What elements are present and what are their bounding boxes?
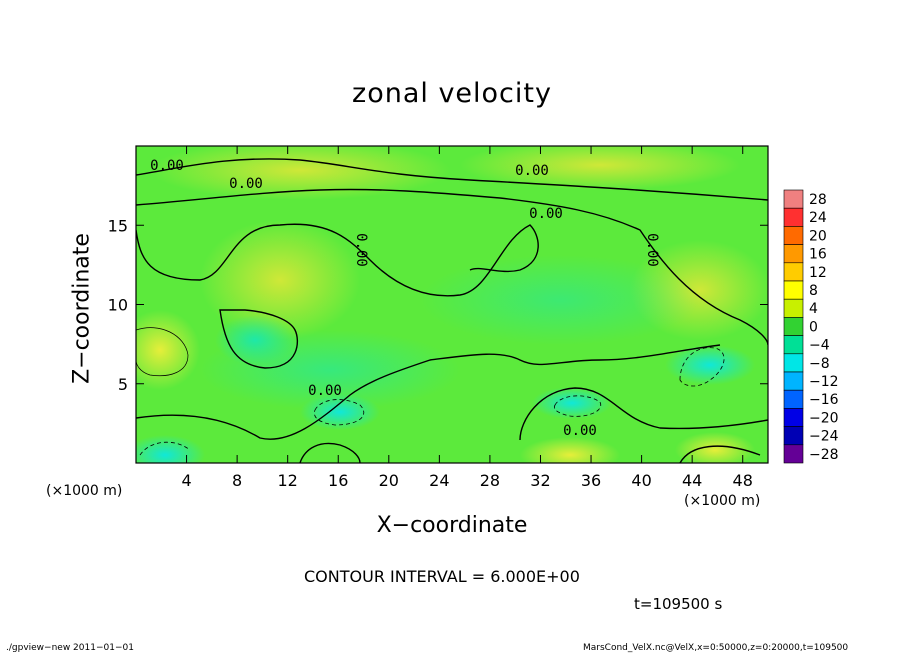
velocity-field: [136, 146, 768, 463]
contour-label: 0.00: [150, 158, 184, 174]
contour-label: 0.00: [644, 233, 660, 267]
x-tick-label: 8: [232, 471, 242, 490]
x-tick-label: 44: [682, 471, 702, 490]
x-tick-label: 24: [429, 471, 449, 490]
x-tick-label: 48: [733, 471, 753, 490]
colorbar-swatch: [783, 444, 804, 464]
contour-lines: [136, 158, 768, 463]
colorbar: 28 24 20 16 12 8 4 0 −4 −8 −12 −16 −20 −24 −28: [783, 189, 839, 464]
colorbar-swatch: [783, 426, 804, 446]
colorbar-label: 20: [809, 228, 827, 244]
contour-label: 0.00: [529, 206, 563, 222]
colorbar-label: 24: [809, 210, 827, 226]
footer-source: MarsCond_VelX.nc@VelX,x=0:50000,z=0:2000…: [583, 643, 849, 653]
x-tick-label: 28: [480, 471, 500, 490]
y-tick-label: 10: [108, 296, 128, 315]
colorbar-label: −24: [809, 429, 839, 445]
colorbar-label: −8: [809, 356, 830, 372]
x-axis-label: X−coordinate: [376, 513, 528, 538]
negative-contours: [139, 347, 725, 456]
colorbar-swatch: [783, 189, 804, 209]
footer-program: ./gpview−new 2011−01−01: [6, 643, 134, 653]
contour-label: 0.00: [353, 233, 369, 267]
colorbar-label: 4: [809, 301, 818, 317]
colorbar-label: 28: [809, 192, 827, 208]
colorbar-swatch: [783, 317, 804, 336]
contour-label: 0.00: [563, 423, 597, 439]
colorbar-swatch: [783, 408, 804, 427]
colorbar-swatch: [783, 389, 804, 409]
y-axis-label: Z−coordinate: [69, 233, 95, 384]
contour-label: 0.00: [229, 176, 263, 192]
x-tick-label: 12: [278, 471, 298, 490]
contour-labels: 0.00 0.00 0.00 0.00 0.00 0.00 0.00 0.00: [150, 158, 660, 439]
colorbar-label: −20: [809, 410, 839, 426]
colorbar-swatch: [783, 244, 804, 264]
colorbar-label: 12: [809, 265, 827, 281]
colorbar-label: 8: [809, 283, 818, 299]
colorbar-label: −4: [809, 338, 830, 354]
colorbar-swatch: [783, 353, 804, 373]
colorbar-swatch: [783, 335, 804, 355]
contour-interval-note: CONTOUR INTERVAL = 6.000E+00: [304, 567, 580, 586]
colorbar-swatch: [783, 262, 804, 282]
colorbar-swatch: [783, 371, 804, 391]
x-tick-label: 36: [581, 471, 601, 490]
colorbar-label: −16: [809, 392, 839, 408]
x-tick-label: 32: [530, 471, 550, 490]
colorbar-swatch: [783, 226, 804, 245]
time-stamp: t=109500 s: [634, 595, 723, 613]
colorbar-label: 16: [809, 247, 827, 263]
x-tick-label: 16: [328, 471, 348, 490]
x-axis-unit: (×1000 m): [684, 493, 761, 509]
x-tick-label: 4: [181, 471, 191, 490]
y-axis-unit: (×1000 m): [46, 483, 123, 499]
y-tick-label: 5: [118, 375, 128, 394]
colorbar-swatch: [783, 298, 804, 318]
colorbar-label: 0: [809, 319, 818, 335]
colorbar-swatch: [783, 280, 804, 300]
positive-contours: [136, 327, 189, 377]
x-tick-label: 20: [379, 471, 399, 490]
colorbar-swatch: [783, 207, 804, 227]
colorbar-label: −28: [809, 447, 839, 463]
x-tick-label: 40: [631, 471, 651, 490]
colorbar-label: −12: [809, 374, 839, 390]
contour-label: 0.00: [308, 383, 342, 399]
chart-title: zonal velocity: [352, 78, 552, 109]
y-tick-label: 15: [108, 216, 128, 235]
contour-label: 0.00: [515, 163, 549, 179]
